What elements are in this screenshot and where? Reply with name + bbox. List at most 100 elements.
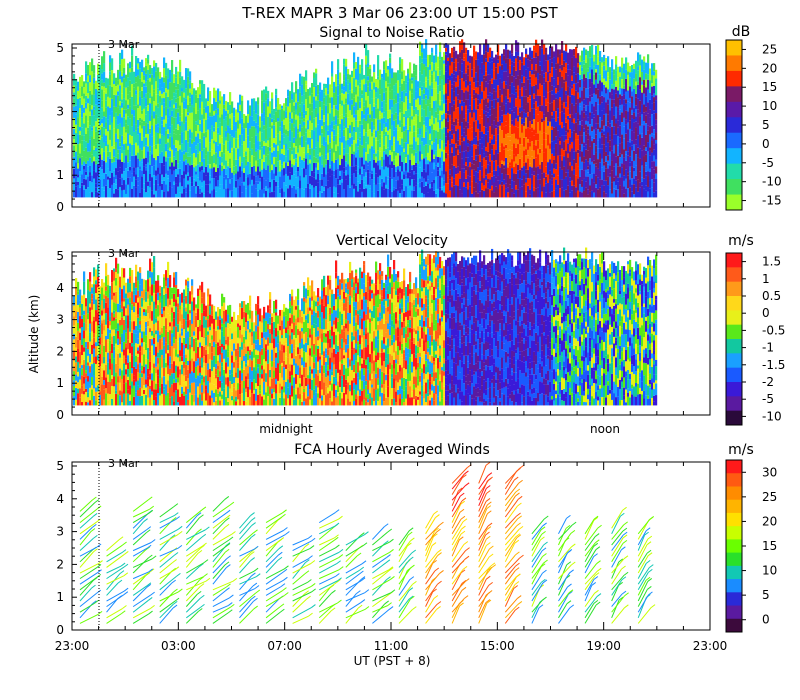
heatmap-cell — [445, 158, 448, 172]
heatmap-cell — [137, 119, 140, 128]
heatmap-cell — [109, 62, 112, 72]
heatmap-cell — [185, 130, 188, 140]
heatmap-cell — [415, 166, 418, 174]
heatmap-cell — [493, 57, 496, 64]
heatmap-cell — [153, 101, 156, 107]
heatmap-cell — [149, 74, 152, 78]
heatmap-cell — [613, 89, 616, 100]
heatmap-cell — [621, 122, 624, 135]
heatmap-cell — [317, 94, 320, 101]
heatmap-cell — [553, 118, 556, 123]
heatmap-cell — [587, 172, 590, 177]
heatmap-cell — [609, 146, 612, 152]
heatmap-cell — [379, 147, 382, 152]
heatmap-cell — [225, 140, 228, 150]
heatmap-cell — [335, 109, 338, 116]
heatmap-cell — [571, 160, 574, 166]
heatmap-cell — [277, 118, 280, 122]
heatmap-cell — [255, 113, 258, 120]
heatmap-cell — [443, 180, 446, 186]
heatmap-cell — [545, 183, 548, 193]
heatmap-cell — [157, 103, 160, 108]
heatmap-cell — [527, 97, 530, 103]
heatmap-cell — [603, 185, 606, 192]
heatmap-cell — [87, 176, 90, 188]
heatmap-cell — [99, 120, 102, 126]
heatmap-cell — [533, 187, 536, 192]
heatmap-cell — [123, 67, 126, 74]
heatmap-cell — [653, 178, 656, 183]
heatmap-cell — [129, 98, 132, 107]
heatmap-cell — [279, 104, 282, 110]
heatmap-cell — [441, 170, 444, 178]
heatmap-cell — [257, 181, 260, 185]
heatmap-cell — [77, 155, 80, 164]
heatmap-cell — [435, 117, 438, 131]
heatmap-cell — [245, 138, 248, 152]
heatmap-cell — [561, 64, 564, 71]
heatmap-cell — [167, 129, 170, 134]
heatmap-cell — [119, 167, 122, 171]
heatmap-cell — [571, 88, 574, 95]
heatmap-cell — [165, 184, 168, 198]
heatmap-cell — [623, 85, 626, 89]
heatmap-cell — [371, 81, 374, 90]
heatmap-cell — [603, 171, 606, 181]
heatmap-cell — [413, 190, 416, 198]
heatmap-cell — [135, 117, 138, 125]
heatmap-cell — [445, 183, 448, 194]
heatmap-cell — [505, 188, 508, 198]
heatmap-cell — [75, 294, 78, 304]
heatmap-cell — [519, 169, 522, 179]
heatmap-cell — [395, 155, 398, 167]
heatmap-cell — [211, 125, 214, 131]
heatmap-cell — [625, 160, 628, 170]
heatmap-cell — [327, 152, 330, 160]
heatmap-cell — [355, 143, 358, 147]
heatmap-cell — [339, 115, 342, 121]
heatmap-cell — [503, 184, 506, 198]
heatmap-cell — [531, 131, 534, 142]
heatmap-cell — [359, 87, 362, 97]
heatmap-cell — [187, 115, 190, 127]
heatmap-cell — [315, 127, 318, 137]
heatmap-cell — [589, 191, 592, 198]
heatmap-cell — [161, 116, 164, 121]
heatmap-cell — [137, 63, 140, 70]
heatmap-cell — [101, 111, 104, 119]
heatmap-cell — [323, 121, 326, 126]
heatmap-cell — [353, 97, 356, 107]
heatmap-cell — [261, 113, 264, 122]
heatmap-cell — [135, 142, 138, 156]
heatmap-cell — [603, 108, 606, 115]
heatmap-cell — [447, 99, 450, 111]
heatmap-cell — [121, 161, 124, 174]
heatmap-cell — [623, 138, 626, 150]
heatmap-cell — [325, 141, 328, 155]
heatmap-cell — [541, 173, 544, 187]
heatmap-cell — [345, 127, 348, 141]
heatmap-cell — [433, 117, 436, 124]
heatmap-cell — [77, 330, 80, 340]
heatmap-cell — [631, 65, 634, 73]
heatmap-cell — [431, 181, 434, 188]
heatmap-cell — [515, 185, 518, 190]
heatmap-cell — [315, 96, 318, 101]
heatmap-cell — [565, 102, 568, 107]
heatmap-cell — [341, 100, 344, 106]
heatmap-cell — [653, 149, 656, 156]
heatmap-cell — [385, 176, 388, 185]
heatmap-cell — [227, 132, 230, 142]
heatmap-cell — [589, 78, 592, 88]
heatmap-cell — [193, 131, 196, 142]
heatmap-cell — [91, 154, 94, 163]
heatmap-cell — [645, 115, 648, 124]
heatmap-cell — [503, 81, 506, 89]
heatmap-cell — [609, 79, 612, 93]
heatmap-cell — [451, 106, 454, 119]
heatmap-cell — [493, 154, 496, 162]
heatmap-cell — [463, 57, 466, 61]
heatmap-cell — [81, 135, 84, 141]
heatmap-cell — [623, 126, 626, 139]
heatmap-cell — [423, 48, 426, 59]
